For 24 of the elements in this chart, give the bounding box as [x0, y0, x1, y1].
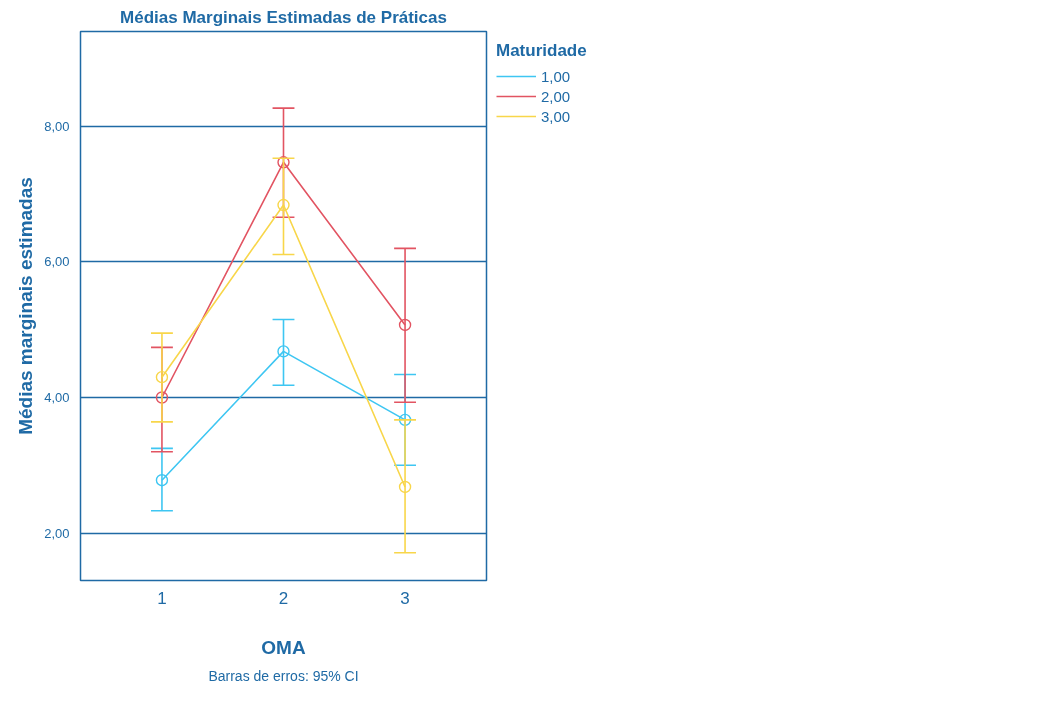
- y-tick-label: 8,00: [44, 118, 70, 134]
- point: [398, 480, 412, 494]
- point: [155, 391, 169, 404]
- legend-label: 2,00: [541, 87, 571, 105]
- point: [277, 345, 290, 358]
- text: Barras de erros: 95% CI: [208, 667, 359, 684]
- point: [277, 198, 290, 212]
- chart-title: Médias Marginais Estimadas de Práticas: [120, 7, 447, 27]
- legend-label: 1,00: [541, 67, 571, 85]
- legend-title: Maturidade: [496, 41, 587, 61]
- x-tick-label: 2: [278, 588, 289, 608]
- y-tick-label: 2,00: [44, 525, 70, 541]
- x-tick-label: 3: [400, 588, 410, 608]
- point: [398, 413, 412, 427]
- y-tick-label: 4,00: [44, 390, 70, 405]
- x-tick-label: 1: [157, 588, 167, 608]
- y-tick-label: 6,00: [44, 254, 70, 270]
- point: [155, 370, 169, 384]
- x-axis-title: OMA: [261, 636, 306, 658]
- point: [398, 318, 412, 332]
- legend-label: 3,00: [541, 107, 571, 125]
- point: [155, 474, 169, 487]
- y-axis-title: Médias marginais estimadas: [15, 177, 37, 435]
- point: [277, 156, 290, 169]
